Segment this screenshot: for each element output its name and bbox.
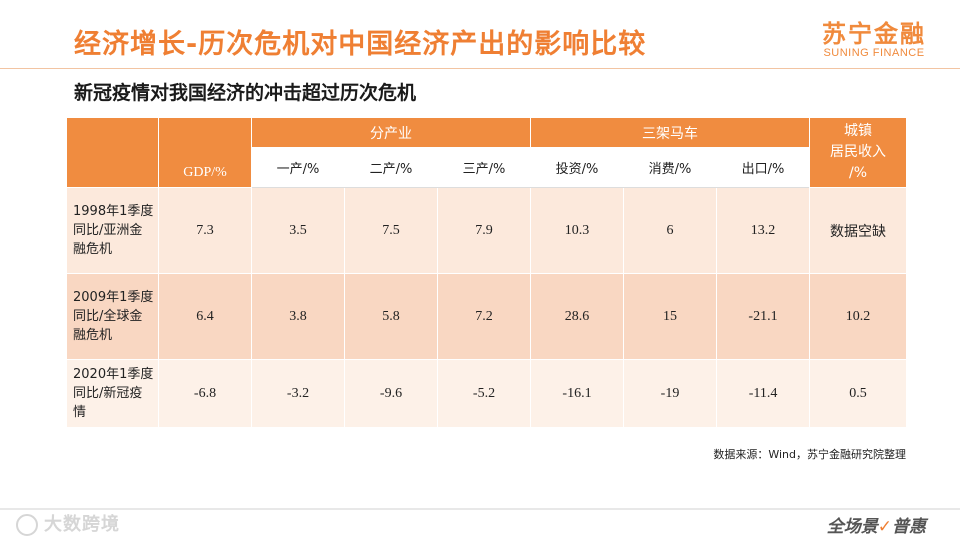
table-row: 2009年1季度同比/全球金融危机 6.4 3.8 5.8 7.2 28.6 1… — [66, 273, 908, 360]
cell-tertiary: -5.2 — [436, 359, 532, 428]
header-investment: 投资/% — [530, 147, 625, 188]
header-income-line3: /% — [849, 165, 868, 181]
cell-investment: 28.6 — [530, 273, 625, 360]
cell-income: 0.5 — [809, 359, 908, 428]
header-income-line1: 城镇 — [844, 123, 873, 139]
row-label: 2020年1季度同比/新冠疫情 — [66, 359, 159, 428]
cell-consumption: 6 — [623, 187, 718, 274]
slogan-part2: 普惠 — [892, 517, 926, 537]
brand-name-en: SUNING FINANCE — [823, 47, 925, 59]
watermark: 大数跨境 — [16, 510, 120, 536]
cell-tertiary: 7.2 — [436, 273, 532, 360]
cell-primary: 3.8 — [251, 273, 345, 360]
header-corner-cell — [66, 117, 159, 188]
watermark-text: 大数跨境 — [44, 514, 120, 535]
brand-name-cn: 苏宁金融 — [822, 20, 926, 48]
header-export: 出口/% — [716, 147, 811, 188]
row-label: 1998年1季度同比/亚洲金融危机 — [66, 187, 159, 274]
slide-title: 经济增长-历次危机对中国经济产出的影响比较 — [74, 29, 647, 60]
cell-export: -11.4 — [716, 359, 811, 428]
cell-gdp: -6.8 — [158, 359, 252, 428]
cell-secondary: 7.5 — [344, 187, 438, 274]
checkmark-icon: ✓ — [877, 517, 892, 537]
cell-tertiary: 7.9 — [436, 187, 532, 274]
cell-income: 数据空缺 — [809, 187, 908, 274]
footer-slogan: 全场景✓普惠 — [827, 512, 926, 537]
header-consumption: 消费/% — [623, 147, 718, 188]
cell-investment: -16.1 — [530, 359, 625, 428]
row-label: 2009年1季度同比/全球金融危机 — [66, 273, 159, 360]
header-income-line2: 居民收入 — [830, 144, 887, 160]
cell-investment: 10.3 — [530, 187, 625, 274]
cell-gdp: 7.3 — [158, 187, 252, 274]
cell-secondary: -9.6 — [344, 359, 438, 428]
header-tertiary-industry: 三产/% — [436, 147, 532, 188]
cell-gdp: 6.4 — [158, 273, 252, 360]
table-header-row-1: GDP/% 分产业 三架马车 城镇 居民收入 /% — [66, 117, 908, 188]
table-header-row-2: 一产/% 二产/% 三产/% 投资/% 消费/% 出口/% — [67, 147, 907, 188]
crisis-comparison-table: GDP/% 分产业 三架马车 城镇 居民收入 /% 一产/% 二产/% 三产/%… — [66, 117, 908, 428]
cell-export: -21.1 — [716, 273, 811, 360]
cell-export: 13.2 — [716, 187, 811, 274]
header-gdp: GDP/% — [158, 117, 252, 188]
cell-primary: 3.5 — [251, 187, 345, 274]
header-primary-industry: 一产/% — [251, 147, 345, 188]
slogan-part1: 全场景 — [826, 517, 878, 537]
table-row: 2020年1季度同比/新冠疫情 -6.8 -3.2 -9.6 -5.2 -16.… — [66, 359, 908, 428]
footer-divider — [0, 508, 960, 510]
header-group-troika: 三架马车 — [530, 117, 811, 148]
cell-primary: -3.2 — [251, 359, 345, 428]
brand-logo: 苏宁金融 SUNING FINANCE — [822, 14, 926, 59]
header-secondary-industry: 二产/% — [344, 147, 438, 188]
cell-income: 10.2 — [809, 273, 908, 360]
cell-consumption: 15 — [623, 273, 718, 360]
table-row: 1998年1季度同比/亚洲金融危机 7.3 3.5 7.5 7.9 10.3 6… — [66, 187, 908, 274]
title-divider — [0, 68, 960, 69]
watermark-logo-icon — [16, 514, 38, 536]
header-urban-income: 城镇 居民收入 /% — [809, 117, 908, 188]
header-group-by-industry: 分产业 — [250, 117, 532, 148]
source-note: 数据来源：Wind，苏宁金融研究院整理 — [713, 448, 906, 461]
cell-secondary: 5.8 — [344, 273, 438, 360]
cell-consumption: -19 — [623, 359, 718, 428]
slide-subtitle: 新冠疫情对我国经济的冲击超过历次危机 — [74, 82, 417, 104]
